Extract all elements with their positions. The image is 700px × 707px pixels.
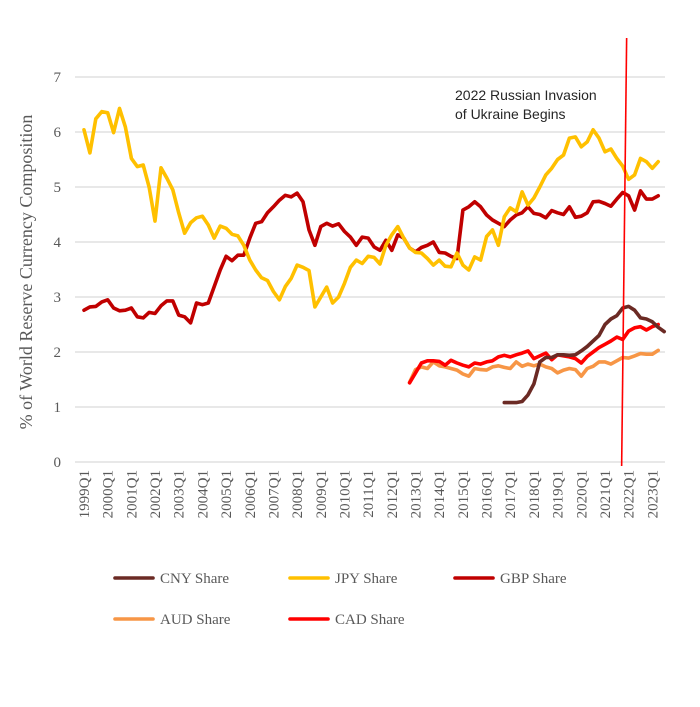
- series-lines: [82, 106, 666, 405]
- x-tick-label: 2006Q1: [243, 470, 259, 518]
- legend-label: GBP Share: [500, 571, 567, 587]
- x-tick-label: 2000Q1: [101, 470, 117, 518]
- x-tick-label: 2023Q1: [645, 470, 661, 518]
- gridlines: [75, 76, 665, 463]
- x-tick-label: 2003Q1: [172, 470, 188, 518]
- x-tick-label: 2017Q1: [503, 470, 519, 518]
- x-tick-label: 1999Q1: [77, 470, 93, 518]
- series-line-aud: [407, 348, 660, 385]
- y-tick-label: 2: [54, 345, 62, 361]
- legend-item: AUD Share: [113, 612, 231, 628]
- x-tick-label: 2011Q1: [361, 470, 377, 518]
- x-tick-label: 2007Q1: [266, 470, 282, 518]
- x-tick-label: 2010Q1: [337, 470, 353, 518]
- x-tick-label: 2013Q1: [409, 470, 425, 518]
- x-tick-label: 2001Q1: [124, 470, 140, 518]
- x-tick-label: 2021Q1: [598, 470, 614, 518]
- x-tick-label: 2015Q1: [456, 470, 472, 518]
- annotation-line-1: 2022 Russian Invasion: [455, 87, 597, 103]
- series-line-gbp: [82, 189, 660, 325]
- legend-label: CAD Share: [335, 612, 405, 628]
- annotation-line-2: of Ukraine Begins: [455, 106, 566, 122]
- series-line-cad: [407, 322, 660, 385]
- x-tick-label: 2018Q1: [527, 470, 543, 518]
- x-tick-label: 2019Q1: [551, 470, 567, 518]
- y-axis-ticks: 0 1 2 3 4 5 6 7: [54, 70, 62, 471]
- x-tick-label: 2005Q1: [219, 470, 235, 518]
- legend-item: GBP Share: [453, 571, 567, 587]
- y-tick-label: 4: [54, 235, 62, 251]
- y-axis-label: % of World Reserve Currency Composition: [16, 115, 36, 430]
- legend-label: JPY Share: [335, 571, 398, 587]
- y-tick-label: 6: [54, 125, 62, 141]
- series-line-jpy: [82, 106, 660, 309]
- x-tick-label: 2014Q1: [432, 470, 448, 518]
- legend-label: CNY Share: [160, 571, 229, 587]
- legend-item: CAD Share: [288, 612, 405, 628]
- y-tick-label: 5: [54, 180, 62, 196]
- x-axis-ticks: 1999Q1 2000Q1 2001Q1 2002Q1 2003Q1 2004Q1 2005…: [77, 470, 661, 518]
- x-tick-label: 2012Q1: [385, 470, 401, 518]
- y-tick-label: 3: [54, 290, 62, 306]
- legend-item: JPY Share: [288, 571, 398, 587]
- series-line-cny: [502, 304, 666, 405]
- x-tick-label: 2022Q1: [622, 470, 638, 518]
- invasion-marker-line: [620, 37, 628, 467]
- x-tick-label: 2009Q1: [314, 470, 330, 518]
- legend-label: AUD Share: [160, 612, 231, 628]
- x-tick-label: 2008Q1: [290, 470, 306, 518]
- x-tick-label: 2016Q1: [480, 470, 496, 518]
- y-tick-label: 0: [54, 455, 62, 471]
- x-tick-label: 2004Q1: [195, 470, 211, 518]
- y-tick-label: 1: [54, 400, 62, 416]
- legend-item: CNY Share: [113, 571, 229, 587]
- x-tick-label: 2020Q1: [574, 470, 590, 518]
- legend: CNY Share JPY Share GBP Share AUD Share CAD …: [113, 571, 567, 628]
- y-tick-label: 7: [54, 70, 62, 86]
- x-tick-label: 2002Q1: [148, 470, 164, 518]
